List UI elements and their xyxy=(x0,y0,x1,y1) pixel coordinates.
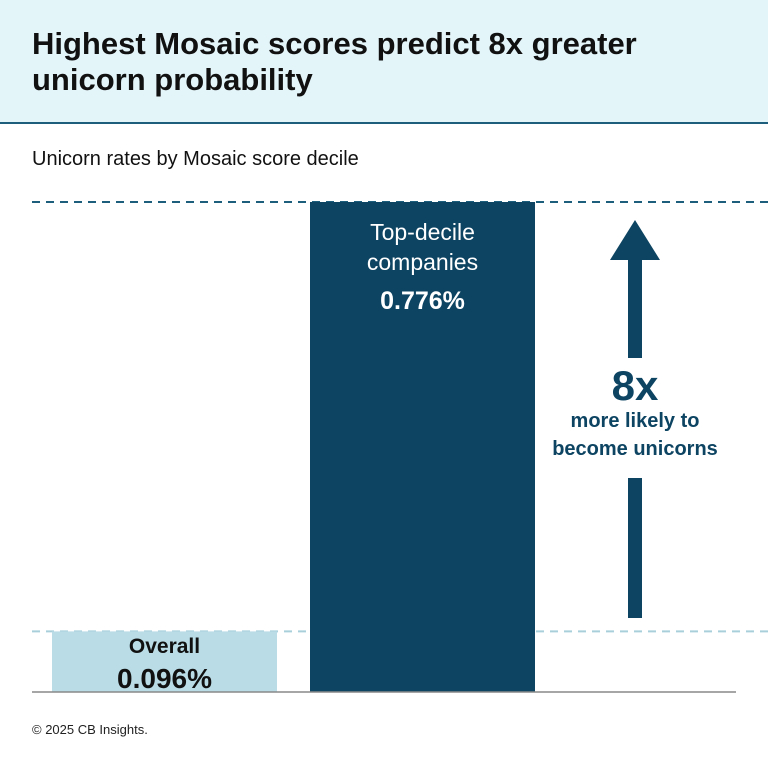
annotation-multiplier: 8x xyxy=(611,362,659,409)
footer: © 2025 CB Insights. xyxy=(32,722,148,737)
bar xyxy=(310,202,535,692)
arrow-shaft xyxy=(628,258,642,358)
category-label: Overall xyxy=(128,635,201,659)
arrow-shaft xyxy=(628,478,642,618)
arrow-head xyxy=(610,220,660,260)
chart-title: Highest Mosaic scores predict 8x greater… xyxy=(32,26,637,97)
chart-subtitle: Unicorn rates by Mosaic score decile xyxy=(32,148,359,170)
category-label: Top-decile companies xyxy=(366,219,479,275)
annotation-text: become unicorns xyxy=(552,438,718,460)
value-label: 0.776% xyxy=(380,287,465,315)
annotation-text: more likely to xyxy=(570,410,700,432)
bar xyxy=(52,631,277,692)
value-label: 0.096% xyxy=(117,663,212,695)
header xyxy=(0,0,768,124)
